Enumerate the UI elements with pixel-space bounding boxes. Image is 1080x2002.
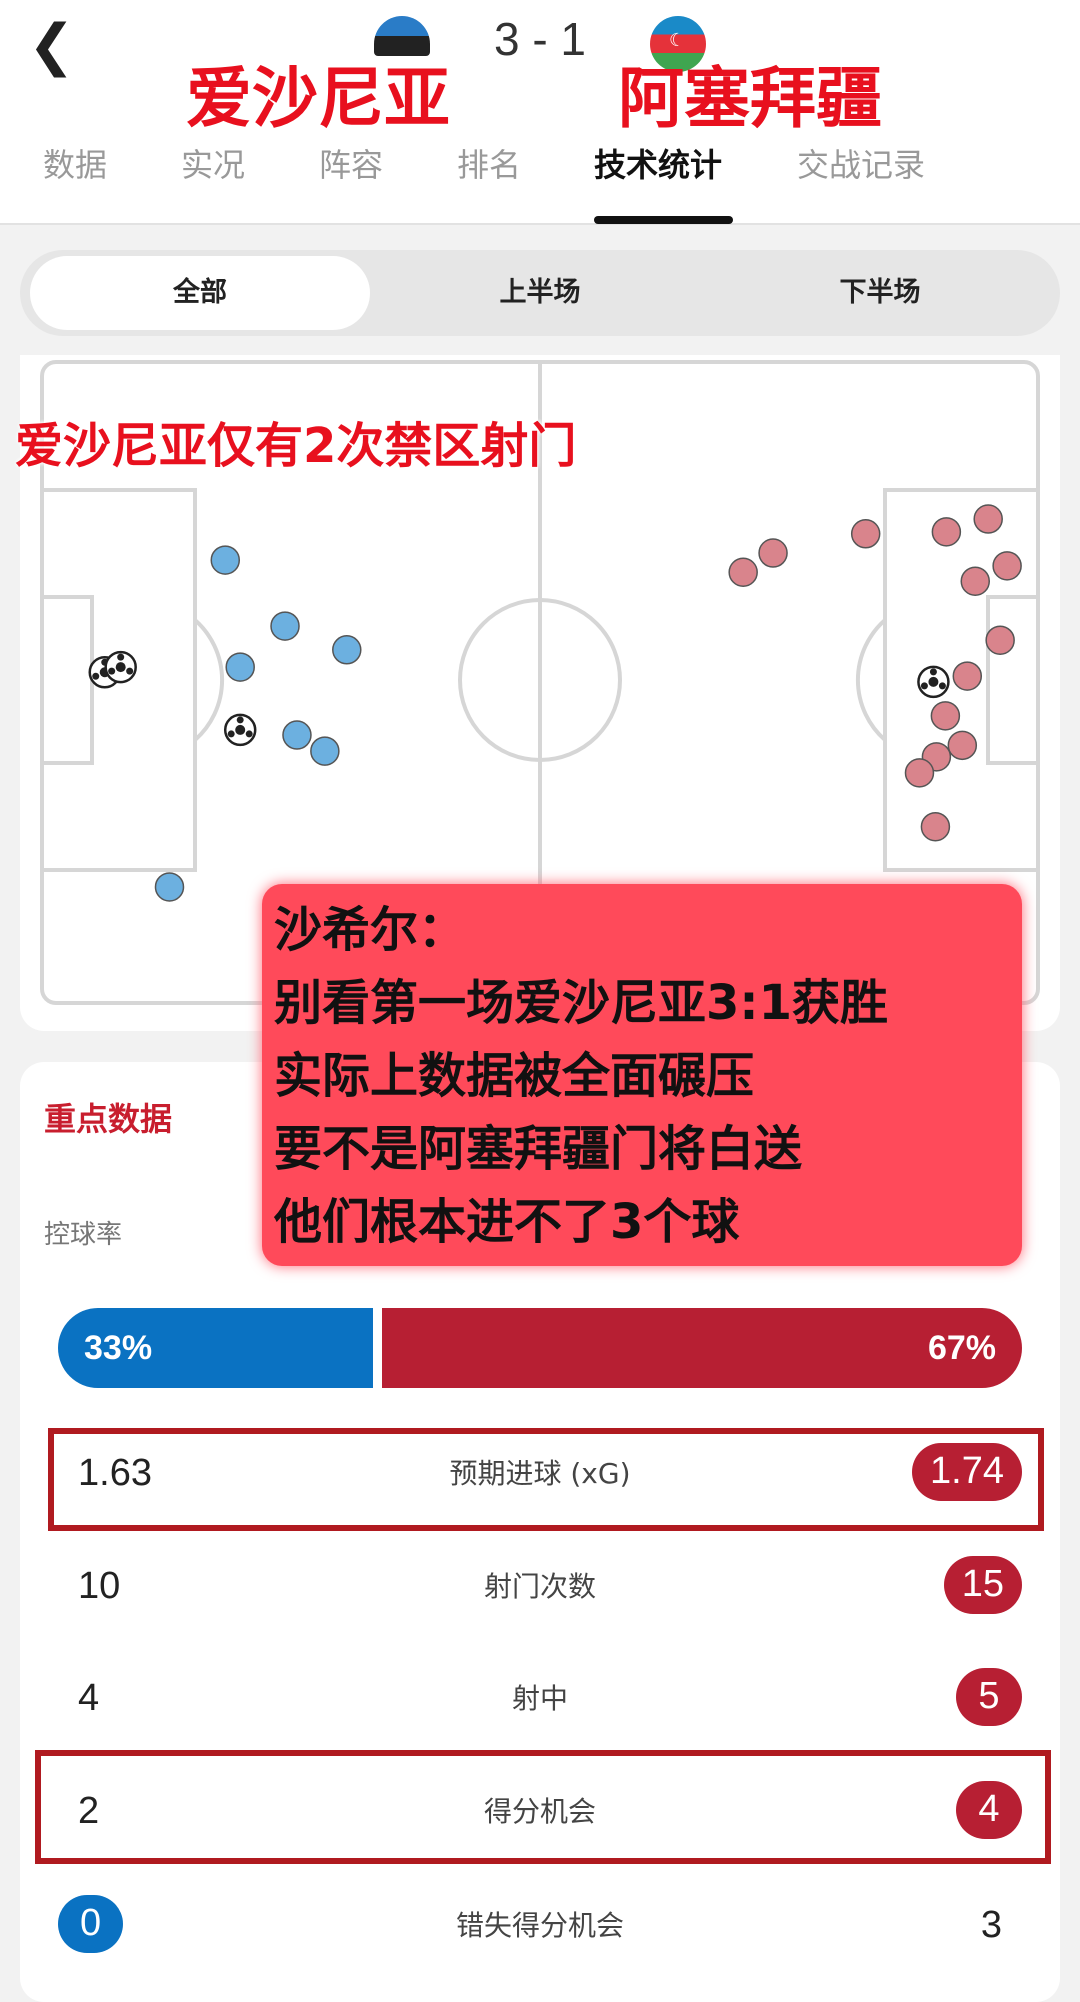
left-penalty-arc [193, 618, 225, 742]
comment-line: 沙希尔： [274, 902, 467, 958]
away-goal-ball-icon [917, 665, 950, 699]
away-shot-marker [947, 730, 978, 761]
tab-bar: 数据 实况 阵容 排名 技术统计 交战记录 [0, 146, 1080, 196]
home-value: 10 [78, 1565, 121, 1607]
comment-overlay: 沙希尔： 别看第一场爱沙尼亚3:1获胜 实际上数据被全面碾压 要不是阿塞拜疆门将… [262, 884, 1022, 1266]
key-stats-title: 重点数据 [44, 1100, 173, 1138]
home-shot-marker [210, 545, 241, 575]
away-shot-marker [904, 758, 935, 788]
stat-row-shots: 10 射门次数 15 [40, 1548, 1040, 1628]
azerbaijan-flag-icon [650, 16, 706, 72]
period-filter: 全部 上半场 下半场 [20, 250, 1060, 336]
home-shot-marker [310, 736, 340, 766]
stat-row-shots-on-target: 4 射中 5 [40, 1660, 1040, 1740]
away-shot-marker [930, 701, 961, 731]
away-shot-marker [952, 661, 983, 691]
active-tab-indicator [594, 216, 733, 224]
center-circle [458, 598, 622, 762]
comment-line: 实际上数据被全面碾压 [274, 1048, 755, 1104]
tab-data[interactable]: 数据 [43, 146, 108, 184]
away-shot-marker [728, 557, 758, 587]
period-second-half[interactable]: 下半场 [839, 277, 921, 308]
shot-map-annotation: 爱沙尼亚仅有2次禁区射门 [15, 418, 577, 474]
tab-live[interactable]: 实况 [181, 146, 246, 184]
possession-away-bar: 67% [382, 1308, 1022, 1388]
home-shot-marker [282, 720, 312, 750]
possession-label: 控球率 [44, 1220, 123, 1250]
period-all[interactable]: 全部 [30, 256, 370, 330]
home-shot-marker [225, 652, 255, 682]
comment-line: 要不是阿塞拜疆门将白送 [274, 1121, 803, 1177]
period-first-half[interactable]: 上半场 [499, 277, 581, 308]
possession-home-bar: 33% [58, 1308, 373, 1388]
away-shot-marker [850, 519, 881, 549]
chevron-left-icon[interactable]: ❮ [28, 13, 75, 78]
home-value: 0 [58, 1895, 124, 1953]
away-shot-marker [758, 538, 788, 568]
stat-row-big-chances-missed: 0 错失得分机会 3 [40, 1887, 1040, 1967]
left-goal-box [40, 595, 94, 765]
tab-ranking[interactable]: 排名 [457, 146, 522, 184]
shot-map-pitch [40, 360, 1040, 1005]
highlight-box-big-chances [35, 1750, 1051, 1864]
away-value: 15 [943, 1556, 1022, 1614]
away-value: 5 [956, 1668, 1022, 1726]
away-value: 3 [980, 1904, 1002, 1946]
comment-line: 别看第一场爱沙尼亚3:1获胜 [274, 975, 888, 1031]
stat-row-big-chances: 2 得分机会 4 [40, 1773, 1040, 1853]
home-goal-ball-icon [223, 713, 257, 747]
stat-label: 错失得分机会 [455, 1909, 624, 1942]
home-value: 4 [78, 1677, 100, 1719]
away-shot-marker [931, 517, 962, 547]
away-shot-marker [960, 566, 991, 596]
away-shot-marker [985, 625, 1015, 655]
stat-label: 预期进球 (xG) [449, 1457, 631, 1490]
away-shot-marker [992, 551, 1022, 581]
right-goal-box [986, 595, 1040, 765]
match-score: 3 - 1 [493, 13, 587, 65]
home-shot-marker [332, 635, 362, 665]
stat-label: 射中 [511, 1682, 568, 1715]
highlight-box-xg [48, 1428, 1044, 1531]
away-value: 4 [956, 1781, 1022, 1839]
stat-label: 射门次数 [483, 1570, 596, 1603]
home-value: 2 [78, 1790, 100, 1832]
right-penalty-arc [855, 618, 887, 742]
home-value: 1.63 [78, 1452, 152, 1494]
away-value: 1.74 [912, 1443, 1022, 1501]
home-shot-marker [154, 872, 185, 902]
stat-row-xg: 1.63 预期进球 (xG) 1.74 [40, 1435, 1040, 1515]
home-shot-marker [270, 611, 300, 641]
match-header: ❮ 3 - 1 爱沙尼亚 阿塞拜疆 数据 实况 阵容 排名 技术统计 交战记录 [0, 0, 1080, 225]
comment-line: 他们根本进不了3个球 [274, 1194, 740, 1250]
away-shot-marker [973, 504, 1003, 534]
stat-label: 得分机会 [483, 1795, 596, 1828]
tab-tech-stats[interactable]: 技术统计 [594, 146, 723, 184]
estonia-flag-icon [374, 16, 430, 56]
away-team-name: 阿塞拜疆 [618, 60, 882, 137]
home-team-name: 爱沙尼亚 [186, 60, 450, 137]
tab-lineup[interactable]: 阵容 [319, 146, 384, 184]
tab-h2h[interactable]: 交战记录 [797, 146, 926, 184]
away-shot-marker [920, 811, 951, 842]
home-goal-ball-icon [104, 650, 137, 684]
